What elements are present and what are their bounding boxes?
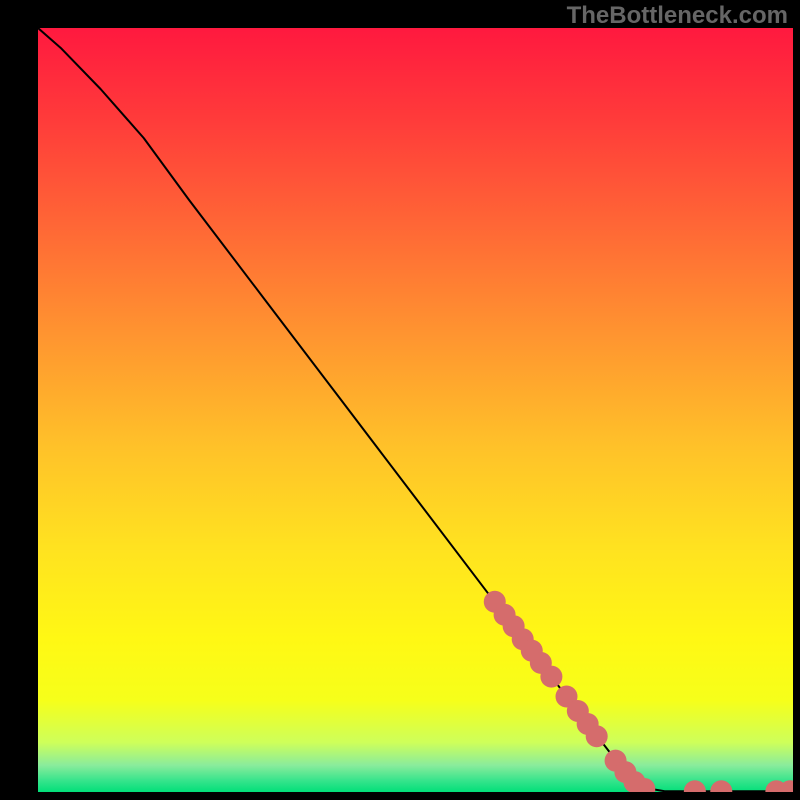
chart-svg	[38, 28, 793, 792]
data-marker	[586, 725, 608, 747]
chart-plot-area	[38, 28, 793, 792]
watermark-text: TheBottleneck.com	[567, 2, 788, 30]
data-marker	[540, 666, 562, 688]
